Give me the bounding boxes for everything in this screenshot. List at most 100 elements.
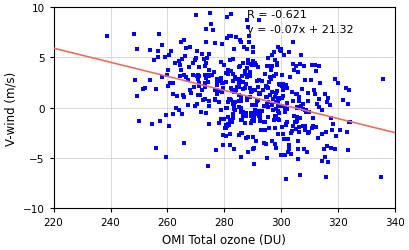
Point	[228, 14, 234, 18]
Point	[196, 75, 202, 79]
Point	[194, 50, 200, 54]
Point	[300, 65, 307, 69]
Point	[260, 141, 267, 145]
Point	[294, 93, 300, 97]
Point	[240, 81, 246, 85]
Point	[230, 102, 236, 106]
Point	[245, 62, 252, 66]
Point	[177, 75, 183, 79]
Point	[276, 83, 282, 87]
Point	[306, 111, 312, 115]
Point	[187, 46, 193, 50]
Point	[279, 82, 286, 86]
Point	[245, 150, 252, 154]
Point	[168, 50, 175, 54]
Point	[243, 115, 249, 119]
Point	[231, 78, 238, 82]
Point	[276, 83, 283, 87]
Point	[172, 62, 179, 66]
Point	[179, 112, 185, 116]
Point	[191, 86, 198, 89]
Point	[244, 96, 251, 100]
Point	[224, 116, 231, 120]
Point	[226, 97, 232, 101]
Point	[191, 59, 198, 63]
Point	[249, 64, 255, 68]
Point	[250, 163, 257, 167]
Point	[330, 122, 336, 126]
Point	[256, 93, 263, 97]
Point	[274, 102, 281, 106]
Point	[247, 89, 254, 93]
Point	[328, 146, 334, 150]
Point	[295, 131, 302, 135]
Point	[279, 74, 285, 78]
Point	[132, 78, 138, 82]
Point	[312, 70, 319, 74]
Point	[266, 81, 272, 85]
Point	[263, 96, 270, 100]
Point	[246, 74, 252, 78]
Point	[180, 141, 187, 145]
Point	[283, 123, 290, 127]
Point	[283, 102, 290, 106]
Point	[193, 14, 200, 18]
Point	[249, 119, 256, 123]
Point	[214, 80, 220, 84]
Point	[225, 73, 231, 77]
Point	[229, 79, 236, 83]
Point	[253, 140, 259, 144]
Point	[231, 90, 238, 94]
Point	[215, 90, 221, 94]
Point	[236, 82, 242, 86]
Point	[155, 50, 162, 54]
Point	[228, 99, 234, 103]
Point	[173, 107, 180, 111]
Point	[293, 121, 300, 125]
Point	[315, 98, 322, 102]
Point	[238, 100, 244, 104]
Point	[239, 110, 246, 114]
Point	[206, 53, 212, 57]
Point	[228, 35, 234, 39]
Point	[319, 159, 326, 163]
Point	[314, 103, 321, 107]
Point	[345, 103, 352, 107]
Point	[203, 77, 210, 81]
Point	[243, 82, 249, 86]
Point	[291, 68, 297, 72]
Point	[231, 91, 237, 95]
Point	[187, 88, 193, 92]
Point	[252, 104, 258, 108]
Point	[254, 100, 261, 104]
Point	[284, 137, 291, 141]
Point	[236, 106, 242, 110]
Point	[214, 89, 221, 93]
Point	[159, 76, 166, 80]
Point	[205, 105, 212, 109]
Point	[195, 74, 201, 78]
Point	[164, 69, 171, 73]
Point	[242, 122, 248, 126]
Point	[289, 130, 296, 134]
Point	[275, 110, 281, 114]
Point	[284, 87, 290, 91]
Point	[212, 42, 219, 46]
Point	[258, 110, 265, 114]
Point	[176, 108, 183, 112]
Point	[209, 29, 216, 33]
Point	[316, 65, 322, 69]
Point	[294, 106, 300, 110]
Point	[255, 99, 261, 103]
Point	[231, 48, 237, 52]
Point	[295, 147, 301, 151]
Point	[298, 105, 304, 109]
Point	[296, 126, 302, 130]
Point	[203, 112, 209, 116]
Point	[218, 60, 225, 64]
Point	[195, 78, 202, 82]
Point	[227, 98, 233, 102]
Point	[305, 92, 311, 96]
Point	[275, 132, 281, 136]
Point	[240, 114, 247, 118]
